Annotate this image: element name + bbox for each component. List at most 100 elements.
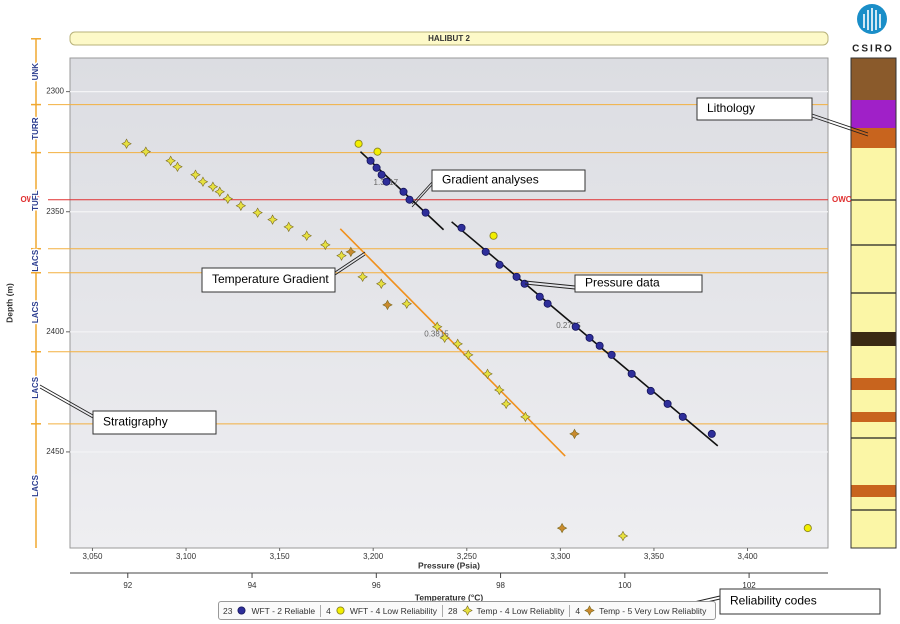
point — [373, 147, 382, 156]
callout-box — [696, 97, 813, 121]
y-tick-label: 2400 — [46, 327, 64, 336]
point — [405, 195, 414, 204]
x-axis-title: Pressure (Psia) — [418, 560, 480, 570]
point — [376, 278, 387, 290]
x-tick-label: 3,400 — [738, 552, 759, 561]
logo-mark — [857, 4, 887, 34]
point — [481, 247, 490, 256]
x2-tick-label: 100 — [618, 581, 632, 590]
point — [197, 176, 209, 187]
legend-count: 4 — [575, 605, 581, 616]
x-tick-label: 3,100 — [176, 552, 197, 561]
legend-separator — [442, 604, 444, 617]
strat-label: LACS — [31, 376, 40, 398]
point — [140, 146, 152, 157]
point — [535, 292, 544, 301]
point — [452, 338, 463, 350]
point — [283, 221, 294, 233]
callout-leader — [524, 280, 576, 290]
point — [214, 186, 225, 198]
point — [595, 341, 604, 350]
point — [165, 155, 176, 167]
point — [607, 350, 616, 359]
legend-swatch — [461, 605, 473, 616]
owc-label: OWC — [20, 195, 40, 204]
legend-label: Temp - 5 Very Low Reliablity — [599, 605, 707, 616]
point — [585, 333, 594, 342]
callout-text: Stratigraphy — [103, 415, 168, 429]
point — [431, 321, 443, 333]
point — [336, 606, 345, 615]
point — [235, 200, 247, 211]
legend-swatch — [237, 606, 246, 615]
legend-swatch — [336, 606, 345, 615]
x2-tick-label: 94 — [248, 581, 257, 590]
point — [457, 223, 466, 232]
point — [190, 169, 201, 180]
point — [489, 231, 498, 240]
point — [461, 605, 473, 616]
x2-tick-label: 96 — [372, 581, 381, 590]
chart-title: HALIBUT 2 — [428, 34, 470, 43]
y-axis-title: Depth (m) — [4, 283, 14, 323]
legend-separator — [569, 604, 571, 617]
strat-label: LACS — [31, 249, 40, 271]
callout-box — [719, 588, 881, 615]
point — [617, 530, 629, 542]
legend-count: 23 — [223, 605, 233, 616]
strat-label: LACS — [31, 301, 40, 323]
legend-item: 4 Temp - 5 Very Low Reliablity — [575, 605, 706, 616]
legend-item: 4 WFT - 4 Low Reliability — [326, 605, 437, 616]
callout-box — [201, 267, 336, 293]
strat-label: TUFL — [31, 190, 40, 211]
callout-text: Lithology — [707, 101, 755, 115]
point — [372, 163, 381, 172]
legend-count: 4 — [326, 605, 331, 616]
legend-item: 23 WFT - 2 Reliable — [223, 605, 315, 616]
x-tick-label: 3,350 — [644, 552, 665, 561]
point — [663, 399, 672, 408]
callout-box — [431, 169, 586, 192]
point — [678, 412, 687, 421]
point — [207, 181, 219, 192]
point — [401, 298, 412, 309]
point — [707, 429, 716, 438]
point — [421, 208, 430, 217]
gradient-label: 0.2705 — [556, 321, 581, 330]
point — [382, 177, 391, 186]
point — [354, 139, 363, 148]
point — [494, 384, 505, 396]
point — [543, 299, 552, 308]
callout-box — [574, 274, 703, 293]
point — [366, 156, 375, 165]
legend-count: 28 — [448, 605, 458, 616]
point — [482, 368, 493, 380]
point — [500, 398, 512, 410]
point — [512, 272, 521, 281]
point — [336, 250, 347, 261]
point — [301, 230, 312, 241]
callout-text: Gradient analyses — [442, 173, 539, 187]
strat-label: TURR — [31, 117, 40, 139]
x-tick-label: 3,250 — [457, 552, 478, 561]
gradient-line — [451, 221, 719, 447]
owc-label: OWC — [832, 195, 852, 204]
point — [803, 524, 812, 533]
lithology-column — [850, 57, 897, 549]
legend-label: WFT - 2 Reliable — [251, 605, 316, 616]
point — [520, 411, 531, 423]
point — [172, 161, 183, 173]
point — [495, 260, 504, 269]
strat-label: LACS — [31, 474, 40, 496]
point — [222, 193, 234, 204]
legend-label: Temp - 4 Low Reliablity — [476, 605, 565, 616]
x2-tick-label: 102 — [742, 581, 756, 590]
point — [569, 428, 580, 440]
point — [399, 187, 408, 196]
legend-separator — [320, 604, 322, 617]
point — [646, 386, 655, 395]
point — [382, 299, 393, 311]
callout-leader — [334, 251, 366, 276]
